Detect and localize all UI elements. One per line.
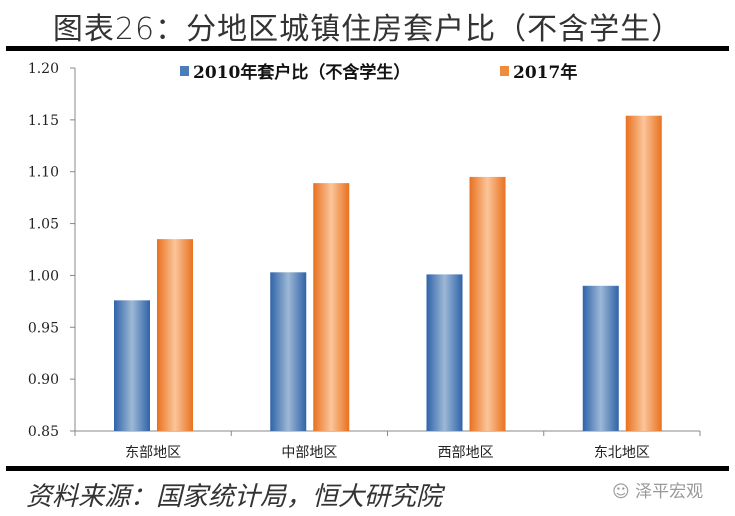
figure-title: 图表26：分地区城镇住房套户比（不含学生） (52, 12, 683, 47)
legend-label: 2017年 (513, 62, 577, 83)
y-tick-label: 1.10 (28, 165, 59, 181)
y-tick-label: 0.95 (28, 320, 59, 336)
y-tick-label: 1.00 (28, 268, 59, 284)
bar-2010 (426, 274, 463, 431)
bottom-rule (6, 466, 729, 471)
bar-2017 (469, 176, 506, 431)
x-tick-label: 中部地区 (281, 445, 337, 461)
top-rule (6, 46, 729, 51)
x-tick-label: 东北地区 (594, 445, 650, 461)
bar-2017 (313, 183, 350, 431)
x-tick-label: 东部地区 (125, 445, 181, 461)
y-tick-label: 1.05 (28, 217, 59, 233)
y-tick-label: 0.85 (28, 424, 59, 440)
bar-2010 (114, 300, 150, 431)
bar-2010 (582, 285, 619, 431)
watermark: ☺ 泽平宏观 (612, 482, 704, 502)
x-tick-label: 西部地区 (438, 445, 494, 461)
legend-swatch (180, 66, 189, 76)
legend-label: 2010年套户比（不含学生） (193, 62, 410, 83)
bar-2010 (270, 272, 307, 431)
y-tick-label: 1.15 (28, 113, 59, 129)
source-note: 资料来源：国家统计局，恒大研究院 (26, 482, 443, 512)
legend-swatch (500, 66, 509, 76)
y-tick-label: 0.90 (28, 372, 59, 388)
bar-2017 (625, 115, 662, 432)
watermark-text: 泽平宏观 (635, 482, 704, 502)
y-tick-label: 1.20 (28, 61, 59, 77)
bar-2017 (157, 239, 193, 431)
